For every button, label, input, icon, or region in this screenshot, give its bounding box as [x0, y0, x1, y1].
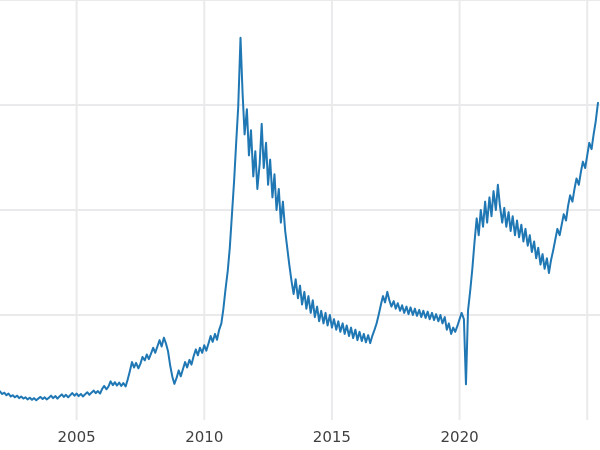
x-tick-label-2005: 2005	[57, 428, 96, 446]
vertical-gridlines	[75, 0, 589, 420]
x-tick-label-2020: 2020	[440, 428, 479, 446]
data-series-line	[0, 36, 599, 402]
chart-canvas	[0, 0, 600, 420]
x-tick-label-2010: 2010	[185, 428, 224, 446]
plot-area	[0, 0, 600, 420]
x-tick-label-2015: 2015	[312, 428, 351, 446]
horizontal-gridlines	[0, 0, 600, 316]
